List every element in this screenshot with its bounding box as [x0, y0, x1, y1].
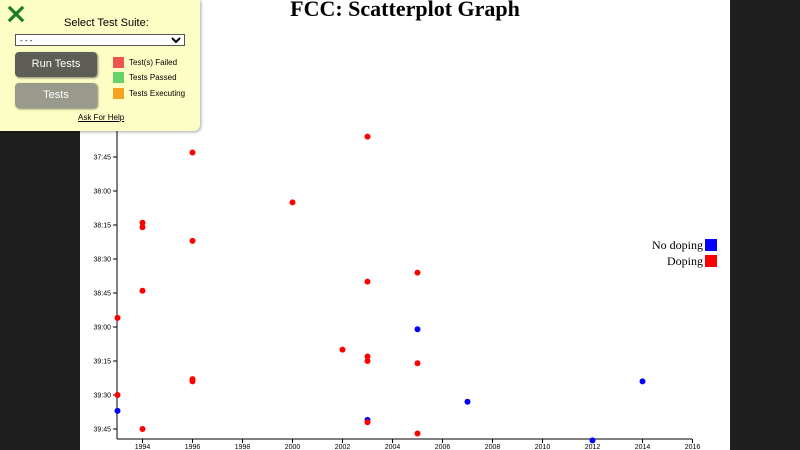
- y-tick-label: 37:45: [93, 155, 111, 162]
- run-tests-button[interactable]: Run Tests: [15, 52, 97, 77]
- doping-point[interactable]: [364, 353, 371, 360]
- doping-point[interactable]: [414, 430, 421, 437]
- x-tick-label: 1994: [135, 444, 151, 450]
- no-doping-point[interactable]: [464, 398, 471, 405]
- doping-point[interactable]: [139, 426, 146, 432]
- executing-label: Tests Executing: [129, 89, 186, 98]
- y-tick-label: 38:15: [93, 223, 111, 230]
- legend-label: Doping: [667, 254, 703, 268]
- chart-points: [114, 133, 646, 444]
- doping-point[interactable]: [364, 278, 371, 285]
- passed-label: Tests Passed: [129, 73, 177, 82]
- doping-point[interactable]: [139, 287, 146, 294]
- x-tick-label: 2002: [335, 444, 351, 450]
- x-tick-label: 2006: [435, 444, 451, 450]
- x-tick-label: 1996: [185, 444, 201, 450]
- ask-for-help-link[interactable]: Ask For Help: [78, 113, 125, 122]
- no-doping-point[interactable]: [639, 378, 646, 385]
- x-tick-label: 2016: [685, 444, 701, 450]
- legend-tests-failed: Test(s) Failed: [113, 57, 177, 68]
- doping-point[interactable]: [414, 269, 421, 276]
- select-test-suite-label: Select Test Suite:: [64, 17, 149, 29]
- legend-tests-passed: Tests Passed: [113, 72, 177, 83]
- test-suite-select[interactable]: - - -: [15, 34, 185, 46]
- legend-label: No doping: [652, 238, 703, 252]
- doping-point[interactable]: [189, 149, 196, 156]
- doping-point[interactable]: [414, 360, 421, 367]
- doping-point[interactable]: [364, 358, 371, 364]
- legend-swatch: [705, 239, 717, 251]
- doping-point[interactable]: [364, 419, 371, 426]
- doping-point[interactable]: [364, 133, 371, 140]
- failed-swatch: [113, 57, 124, 68]
- y-tick-label: 38:00: [93, 189, 111, 196]
- y-tick-label: 38:45: [93, 291, 111, 298]
- legend-tests-executing: Tests Executing: [113, 88, 185, 99]
- doping-point[interactable]: [289, 199, 296, 206]
- x-tick-label: 2008: [485, 444, 501, 450]
- doping-point[interactable]: [339, 346, 346, 353]
- x-tick-label: 1998: [235, 444, 251, 450]
- doping-point[interactable]: [139, 219, 146, 226]
- doping-point[interactable]: [189, 237, 196, 244]
- doping-point[interactable]: [114, 392, 121, 398]
- passed-swatch: [113, 72, 124, 83]
- chart-title: FCC: Scatterplot Graph: [290, 0, 520, 21]
- doping-point[interactable]: [139, 224, 146, 231]
- no-doping-point[interactable]: [589, 437, 596, 444]
- close-icon[interactable]: [7, 5, 25, 23]
- y-tick-label: 38:30: [93, 257, 111, 264]
- executing-swatch: [113, 88, 124, 99]
- y-tick-label: 39:30: [93, 393, 111, 400]
- scatterplot-chart: FCC: Scatterplot Graph 1994 1996 1998 2000 2…: [93, 0, 717, 450]
- y-tick-label: 39:15: [93, 359, 111, 366]
- chart-axes: 1994 1996 1998 2000 2002 2004 2006 2008 2010 2012…: [93, 0, 700, 450]
- tests-button[interactable]: Tests: [15, 83, 97, 108]
- no-doping-point[interactable]: [414, 326, 421, 333]
- x-tick-label: 2004: [385, 444, 401, 450]
- x-tick-label: 2000: [285, 444, 301, 450]
- y-tick-label: 39:00: [93, 325, 111, 332]
- doping-point[interactable]: [114, 314, 121, 321]
- x-tick-label: 2012: [585, 444, 601, 450]
- x-tick-label: 2014: [635, 444, 651, 450]
- failed-label: Test(s) Failed: [129, 58, 178, 67]
- y-tick-label: 39:45: [93, 427, 111, 434]
- x-tick-label: 2010: [535, 444, 551, 450]
- no-doping-point[interactable]: [114, 407, 121, 414]
- fcc-test-panel: Select Test Suite: - - - Run Tests Tests…: [0, 0, 200, 131]
- legend-swatch: [705, 255, 717, 267]
- chart-legend: No doping Doping: [652, 238, 717, 268]
- doping-point[interactable]: [189, 378, 196, 385]
